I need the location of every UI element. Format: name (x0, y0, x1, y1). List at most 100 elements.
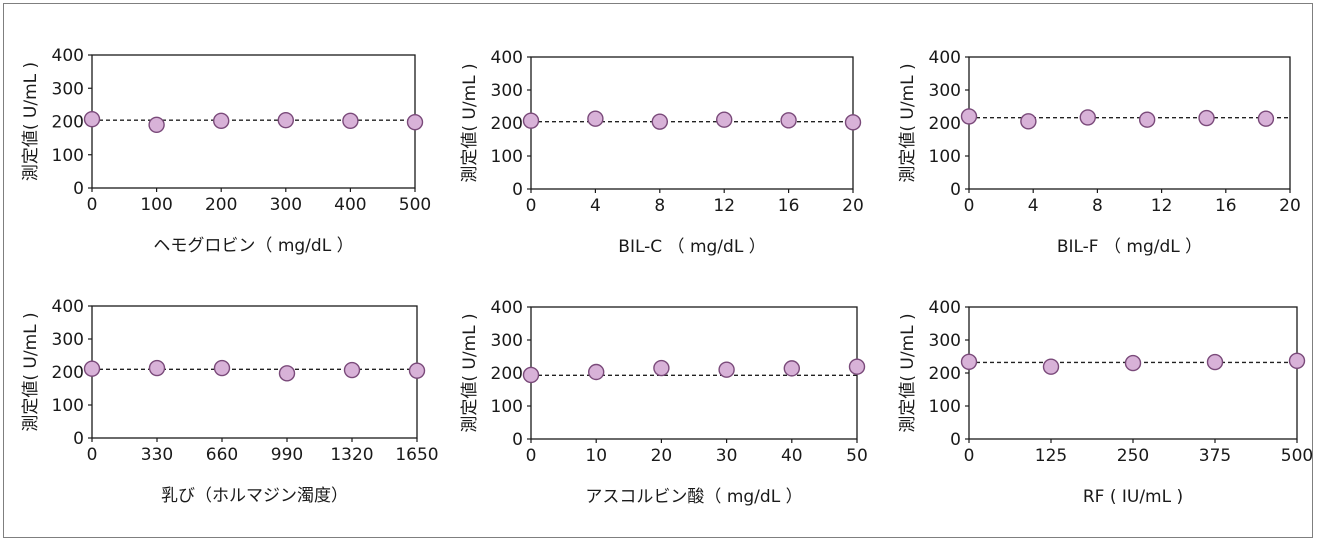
plot-area (968, 306, 1298, 440)
plot-area (530, 56, 854, 190)
y-tick-label: 400 (929, 298, 961, 318)
chart-6: 0 100 200 300 400 0 125 250 375 500 測定値( U/mL ) RF … (898, 298, 1313, 507)
x-tick-label: 200 (205, 195, 237, 215)
data-point (844, 114, 862, 131)
x-tick-label: 0 (87, 445, 98, 465)
x-axis-label: アスコルビン酸（ mg/dL ） (585, 487, 802, 507)
chart-5: 0 100 200 300 400 0 10 20 30 40 50 測定値( U/mL ) アスコルビ… (460, 298, 868, 507)
x-tick-label: 500 (399, 195, 431, 215)
y-tick-label: 300 (491, 331, 523, 351)
data-point (1079, 109, 1096, 126)
y-tick-label: 100 (491, 397, 523, 417)
data-point (588, 363, 605, 381)
y-tick-label: 200 (929, 114, 961, 134)
y-tick-label: 400 (491, 48, 523, 68)
y-tick-label: 400 (491, 298, 523, 318)
data-point (587, 110, 604, 127)
x-tick-label: 300 (270, 195, 302, 215)
data-point (408, 362, 426, 379)
x-tick-label: 20 (651, 446, 673, 466)
y-tick-label: 0 (950, 180, 961, 200)
plot-area (91, 305, 418, 439)
data-point (1198, 109, 1215, 127)
x-axis-label: BIL-F （ mg/dL ） (1057, 237, 1202, 257)
x-tick-label: 0 (526, 446, 537, 466)
x-axis-label: BIL-C （ mg/dL ） (618, 237, 765, 257)
data-point (1124, 354, 1142, 372)
data-point (83, 110, 101, 128)
x-tick-label: 0 (87, 195, 98, 215)
x-tick-label: 12 (1151, 196, 1173, 216)
x-tick-label: 20 (1279, 196, 1301, 216)
y-tick-label: 300 (52, 79, 84, 99)
data-point (1138, 111, 1156, 128)
y-tick-label: 200 (929, 364, 961, 384)
x-tick-label: 500 (1281, 446, 1313, 466)
data-point (960, 108, 978, 125)
x-tick-label: 30 (716, 446, 738, 466)
y-tick-label: 300 (52, 330, 84, 350)
y-axis-label: 測定値( U/mL ) (21, 312, 41, 431)
y-tick-label: 200 (52, 363, 84, 383)
x-tick-label: 1320 (330, 445, 373, 465)
x-tick-label: 50 (846, 446, 868, 466)
x-tick-label: 400 (334, 195, 366, 215)
y-axis-label: 測定値( U/mL ) (898, 313, 918, 432)
y-tick-label: 100 (52, 146, 84, 166)
x-tick-label: 1650 (395, 445, 438, 465)
x-tick-label: 990 (271, 445, 303, 465)
data-point (1206, 353, 1224, 371)
y-tick-label: 400 (52, 46, 84, 66)
y-tick-label: 0 (73, 179, 84, 199)
x-tick-label: 4 (590, 196, 601, 216)
data-point (522, 366, 540, 384)
data-point (212, 112, 230, 130)
chart-1: 0 100 200 300 400 0 100 200 300 400 500 測定値( U/mL )… (21, 46, 431, 256)
data-point (148, 116, 165, 134)
y-tick-label: 100 (929, 147, 961, 167)
y-tick-label: 300 (929, 81, 961, 101)
data-point (278, 365, 296, 382)
y-tick-label: 400 (929, 48, 961, 68)
x-tick-label: 330 (141, 445, 173, 465)
data-point (960, 353, 978, 370)
data-point (651, 113, 668, 130)
data-point (1257, 110, 1275, 127)
x-axis-label: 乳び（ホルマジン濁度） (161, 486, 348, 506)
x-tick-label: 10 (585, 446, 607, 466)
x-tick-label: 8 (654, 196, 665, 216)
x-tick-label: 16 (778, 196, 800, 216)
y-tick-label: 300 (491, 81, 523, 101)
y-tick-label: 100 (52, 396, 84, 416)
y-tick-label: 200 (491, 114, 523, 134)
data-point (148, 359, 166, 377)
y-axis-label: 測定値( U/mL ) (460, 63, 480, 182)
y-tick-label: 200 (491, 364, 523, 384)
y-tick-label: 200 (52, 113, 84, 133)
x-tick-label: 125 (1035, 446, 1067, 466)
y-tick-label: 100 (491, 147, 523, 167)
data-point (848, 358, 866, 375)
data-point (342, 112, 359, 130)
y-tick-label: 400 (52, 297, 84, 317)
x-axis-label: ヘモグロビン（ mg/dL ） (153, 236, 353, 256)
plot-area (91, 54, 416, 189)
y-tick-label: 0 (512, 180, 523, 200)
data-point (213, 359, 231, 377)
x-tick-label: 660 (206, 445, 238, 465)
y-axis-label: 測定値( U/mL ) (21, 62, 41, 181)
x-tick-label: 4 (1028, 196, 1039, 216)
y-tick-label: 100 (929, 397, 961, 417)
data-point (653, 359, 670, 377)
x-axis-label: RF ( IU/mL ) (1083, 487, 1183, 507)
x-tick-label: 100 (140, 195, 172, 215)
y-tick-label: 300 (929, 331, 961, 351)
data-point (83, 360, 101, 377)
chart-3: 0 100 200 300 400 0 4 8 12 16 20 測定値( U/mL ) BIL-F （… (898, 48, 1301, 257)
x-tick-label: 375 (1199, 446, 1231, 466)
x-tick-label: 40 (781, 446, 803, 466)
x-tick-label: 8 (1092, 196, 1103, 216)
data-point (343, 361, 361, 379)
x-tick-label: 12 (713, 196, 735, 216)
